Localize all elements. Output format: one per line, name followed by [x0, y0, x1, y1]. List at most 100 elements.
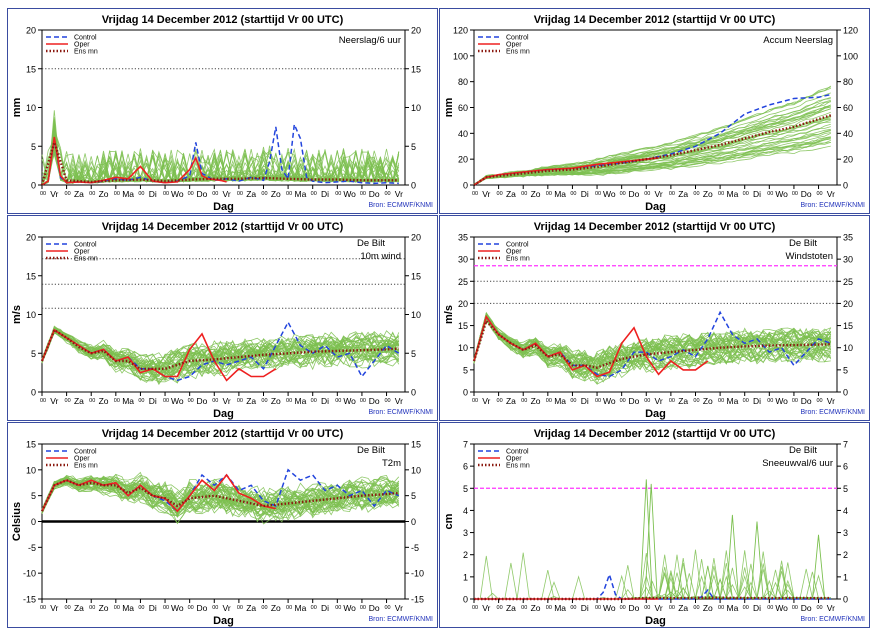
- x-tick-label: Zo: [271, 189, 281, 199]
- legend-label: Oper: [506, 42, 522, 49]
- x-tick-label: Za: [678, 396, 688, 406]
- ensemble-member-line: [41, 330, 400, 381]
- y-tick-label-right: 0: [843, 388, 848, 398]
- x-axis-label: Dag: [645, 408, 666, 420]
- x-tick-label: Do: [197, 189, 208, 199]
- x-tick-label: Di: [753, 396, 761, 406]
- x-tick-label: Do: [197, 603, 208, 613]
- y-tick-label-right: 0: [843, 181, 848, 191]
- chart-panel-wind: Vrijdag 14 December 2012 (starttijd Vr 0…: [7, 215, 438, 421]
- x-tick-hour: 00: [693, 605, 699, 611]
- x-tick-hour: 00: [595, 605, 601, 611]
- x-tick-hour: 00: [89, 398, 95, 404]
- x-tick-hour: 00: [311, 191, 317, 197]
- x-tick-label: Ma: [554, 396, 566, 406]
- legend-label: Oper: [506, 249, 522, 256]
- series-ens-mn: [474, 596, 831, 601]
- x-tick-hour: 00: [669, 605, 675, 611]
- x-tick-hour: 00: [360, 605, 366, 611]
- y-tick-label-right: 80: [843, 77, 853, 87]
- ensemble-member-line: [473, 129, 831, 186]
- x-tick-hour: 00: [693, 191, 699, 197]
- x-tick-label: Wo: [775, 603, 788, 613]
- ensemble-member-line: [41, 328, 399, 365]
- y-tick-label-right: 15: [411, 271, 421, 281]
- x-tick-hour: 00: [188, 398, 194, 404]
- y-tick-label-right: 30: [843, 255, 853, 265]
- x-tick-hour: 00: [261, 605, 267, 611]
- y-tick-label-right: 100: [843, 51, 858, 61]
- y-tick-label: 35: [458, 233, 468, 243]
- x-tick-label: Vr: [482, 603, 490, 613]
- y-tick-label: 15: [26, 64, 36, 74]
- chart-panel-neerslag: Vrijdag 14 December 2012 (starttijd Vr 0…: [7, 8, 438, 214]
- x-tick-hour: 00: [40, 605, 46, 611]
- legend-label: Oper: [74, 456, 90, 463]
- x-tick-label: Di: [581, 189, 589, 199]
- ensemble-member-line: [473, 314, 832, 370]
- x-tick-label: Vr: [827, 396, 835, 406]
- x-tick-label: Za: [246, 603, 256, 613]
- x-tick-label: Wo: [775, 396, 788, 406]
- x-tick-hour: 00: [669, 191, 675, 197]
- variable-label: T2m: [382, 458, 401, 469]
- x-tick-label: Vr: [654, 189, 662, 199]
- x-tick-hour: 00: [212, 398, 218, 404]
- x-tick-label: Vr: [654, 603, 662, 613]
- x-tick-hour: 00: [138, 191, 144, 197]
- x-tick-hour: 00: [767, 398, 773, 404]
- x-tick-hour: 00: [644, 398, 650, 404]
- y-tick-label-right: 4: [843, 506, 848, 516]
- x-tick-label: Do: [629, 189, 640, 199]
- y-tick-label: 1: [463, 572, 468, 582]
- x-tick-hour: 00: [743, 398, 749, 404]
- variable-label: Neerslag/6 uur: [339, 35, 401, 46]
- x-tick-label: Ma: [727, 603, 739, 613]
- x-tick-label: Vr: [222, 603, 230, 613]
- y-tick-label-right: 40: [843, 129, 853, 139]
- x-tick-label: Za: [74, 396, 84, 406]
- x-tick-hour: 00: [693, 398, 699, 404]
- y-tick-label: 3: [463, 528, 468, 538]
- x-tick-hour: 00: [40, 191, 46, 197]
- x-tick-label: Ma: [727, 189, 739, 199]
- y-tick-label-right: 15: [843, 321, 853, 331]
- y-tick-label: 5: [463, 484, 468, 494]
- x-tick-label: Di: [753, 189, 761, 199]
- x-tick-label: Di: [581, 396, 589, 406]
- series-control: [41, 468, 400, 513]
- series-ens-mn: [473, 114, 832, 187]
- y-axis-label: mm: [11, 98, 23, 118]
- x-tick-hour: 00: [335, 398, 341, 404]
- x-tick-hour: 00: [261, 398, 267, 404]
- x-tick-label: Vr: [827, 189, 835, 199]
- station-label: De Bilt: [789, 238, 817, 249]
- x-tick-label: Vr: [482, 189, 490, 199]
- x-tick-hour: 00: [360, 398, 366, 404]
- y-tick-label: 40: [458, 129, 468, 139]
- source-label: Bron: ECMWF/KNMI: [368, 616, 433, 623]
- y-tick-label-right: 10: [411, 103, 421, 113]
- x-tick-label: Di: [149, 603, 157, 613]
- x-tick-hour: 00: [114, 605, 120, 611]
- x-tick-label: Za: [678, 603, 688, 613]
- ensemble-member-line: [473, 314, 832, 369]
- y-tick-label: 20: [26, 26, 36, 36]
- legend-label: Ens mn: [74, 49, 98, 56]
- y-tick-label-right: 10: [843, 343, 853, 353]
- x-tick-hour: 00: [718, 605, 724, 611]
- x-tick-label: Wo: [775, 189, 788, 199]
- x-tick-label: Za: [506, 189, 516, 199]
- x-tick-label: Zo: [99, 189, 109, 199]
- variable-label: 10m wind: [360, 251, 401, 262]
- y-tick-label-right: 25: [843, 277, 853, 287]
- legend-label: Control: [74, 35, 97, 42]
- x-axis-label: Dag: [213, 408, 234, 420]
- legend-label: Ens mn: [506, 49, 530, 56]
- y-tick-label: 0: [31, 388, 36, 398]
- x-tick-hour: 00: [767, 605, 773, 611]
- chart-panel-t2m: Vrijdag 14 December 2012 (starttijd Vr 0…: [7, 422, 438, 628]
- y-tick-label: 7: [463, 440, 468, 450]
- x-tick-label: Ma: [295, 189, 307, 199]
